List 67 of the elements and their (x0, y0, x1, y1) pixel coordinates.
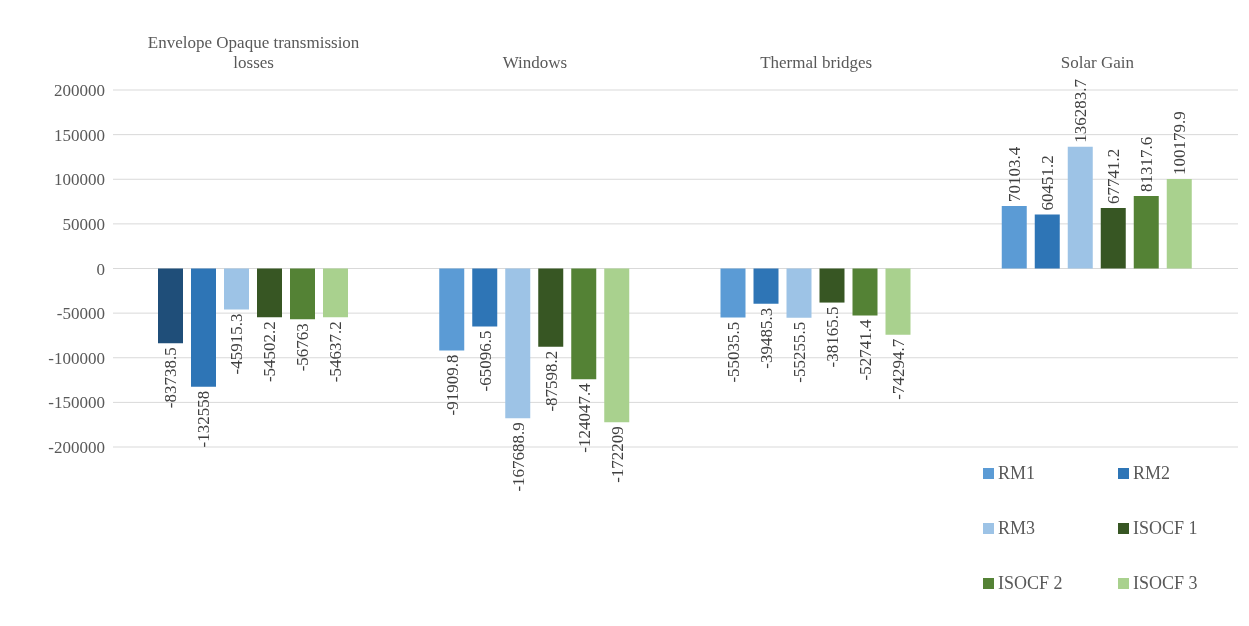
legend-label: ISOCF 2 (998, 573, 1063, 594)
bar (224, 268, 249, 310)
legend-label: RM2 (1133, 463, 1171, 484)
data-label: 67741.2 (1104, 148, 1124, 205)
x-tick-label: Windows (502, 53, 568, 72)
x-tick-label: Thermal bridges (760, 53, 873, 72)
bar (538, 268, 564, 347)
data-label: 81317.6 (1137, 136, 1157, 192)
bar (290, 268, 315, 320)
y-tick-label: 200000 (54, 81, 105, 101)
bar (819, 268, 845, 303)
bar (885, 268, 911, 335)
data-label: -55255.5 (790, 321, 809, 383)
legend-label: ISOCF 3 (1133, 573, 1198, 594)
data-label: -45915.3 (227, 313, 247, 375)
data-label: -38165.5 (823, 306, 842, 368)
x-tick-label: Envelope Opaque transmission losses (147, 33, 360, 72)
bar (158, 268, 183, 344)
data-label: 70103.4 (1005, 146, 1025, 202)
bar (472, 268, 498, 327)
bar (753, 268, 779, 304)
data-label: 100179.9 (1170, 111, 1190, 176)
bar (257, 268, 282, 318)
bar (1001, 205, 1027, 269)
bar (1034, 214, 1060, 269)
data-label: -65096.5 (475, 330, 495, 392)
bar (439, 268, 465, 351)
y-tick-label: 150000 (54, 125, 105, 145)
data-label: -124047.4 (574, 382, 594, 453)
bar (323, 268, 348, 318)
x-tick-label: Solar Gain (1060, 53, 1135, 72)
legend-label: ISOCF 1 (1133, 518, 1198, 539)
data-label: -172209 (607, 426, 627, 483)
data-label: -74294.7 (889, 338, 908, 400)
legend-label: RM1 (998, 463, 1036, 484)
data-label: -167688.9 (508, 422, 528, 492)
bar (505, 268, 531, 419)
data-label: -87598.2 (541, 350, 561, 412)
y-tick-label: -50000 (56, 304, 105, 324)
data-label: -132558 (194, 390, 214, 448)
data-label: -54637.2 (326, 321, 346, 383)
data-label: -55035.5 (724, 321, 743, 383)
data-label: 60451.2 (1038, 155, 1058, 211)
bar (191, 268, 216, 387)
y-tick-label: -200000 (48, 438, 105, 458)
data-label: -39485.3 (757, 307, 776, 369)
y-tick-label: -100000 (48, 348, 105, 368)
data-label: -54502.2 (260, 321, 280, 383)
data-label: -56763 (293, 323, 313, 372)
data-label: -52741.4 (856, 319, 875, 381)
bar (604, 268, 630, 423)
bar (852, 268, 878, 316)
bar (1067, 146, 1093, 269)
y-tick-label: -150000 (48, 393, 105, 413)
bar (1133, 195, 1159, 269)
data-label: -91909.8 (442, 354, 462, 416)
y-tick-label: 100000 (54, 170, 105, 190)
y-tick-label: 0 (96, 259, 105, 279)
data-label: -83738.5 (161, 347, 181, 409)
data-label: 136283.7 (1071, 78, 1091, 143)
legend-label: RM3 (998, 518, 1036, 539)
bar (1100, 208, 1126, 269)
bar (786, 268, 812, 318)
y-tick-label: 50000 (62, 214, 105, 234)
bar (1166, 179, 1192, 269)
bar (571, 268, 597, 380)
bar (720, 268, 746, 318)
